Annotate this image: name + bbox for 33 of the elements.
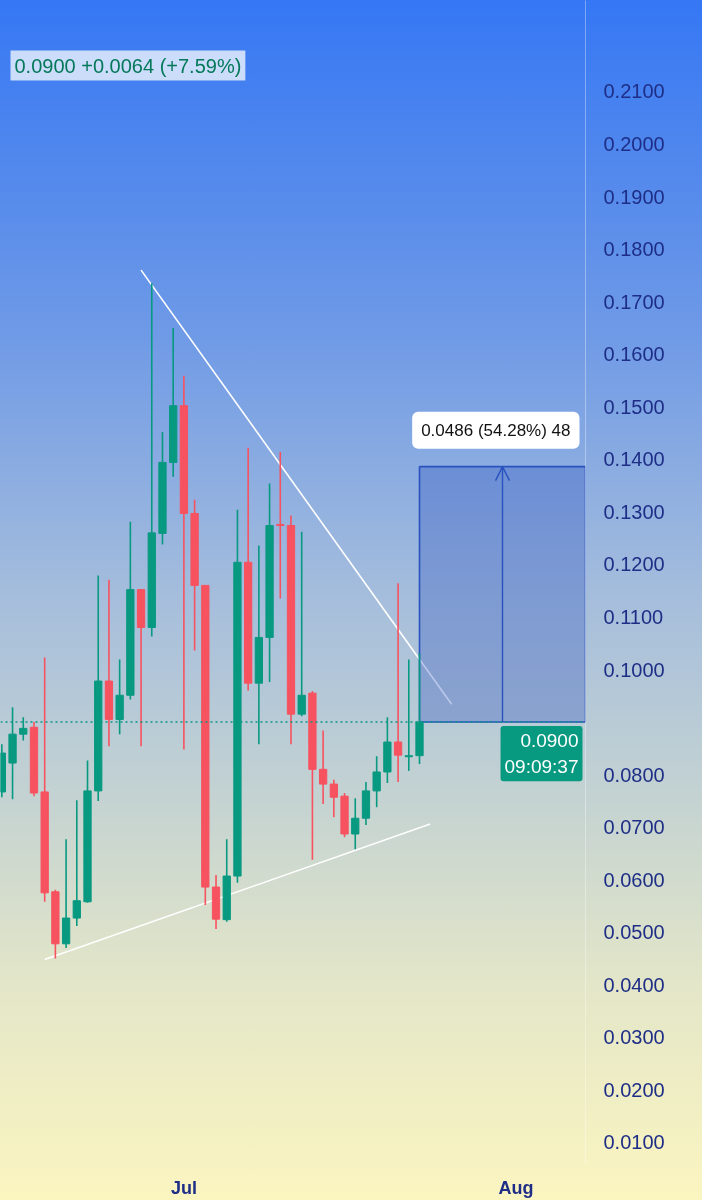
y-tick-label: 0.1800 (603, 238, 665, 261)
y-tick-label: 0.1600 (603, 343, 665, 366)
y-tick-label: 0.1000 (603, 658, 665, 681)
band-label: 0.0486 (54.28%) 48 (421, 420, 571, 440)
y-tick-label: 0.0800 (603, 763, 665, 786)
y-tick-label: 0.1500 (603, 395, 665, 418)
y-tick-label: 0.1900 (603, 185, 665, 208)
candlestick (351, 797, 360, 851)
y-tick-label: 0.2000 (603, 132, 665, 155)
x-tick-label: Jul (170, 1177, 197, 1198)
y-tick-label: 0.0500 (603, 921, 665, 944)
y-tick-label: 0.1700 (603, 290, 665, 313)
candlestick (372, 755, 381, 808)
candlestick (297, 531, 306, 718)
candlestick (393, 582, 403, 783)
y-tick-label: 0.2100 (603, 80, 665, 103)
y-tick-label: 0.1100 (603, 605, 664, 628)
y-tick-label: 0.1200 (603, 553, 665, 576)
y-tick-label: 0.0700 (603, 816, 665, 839)
candlestick (329, 779, 338, 818)
y-tick-label: 0.0300 (603, 1026, 665, 1049)
x-tick-label: Aug (498, 1177, 534, 1198)
candlestick (276, 451, 285, 600)
y-tick-label: 0.0100 (603, 1131, 665, 1154)
candlestick (318, 729, 328, 805)
y-tick-label: 0.1300 (603, 500, 665, 523)
text: 0.0900 +0.0064 (+7.59%) (14, 54, 242, 77)
ref-line-label: 0.0900 09:09:37 (504, 730, 579, 778)
candlestick (72, 799, 81, 927)
y-tick-label: 0.0200 (603, 1078, 665, 1101)
y-tick-label: 0.1400 (603, 448, 665, 471)
y-tick-label: 0.0400 (603, 973, 665, 996)
y-tick-label: 0.0600 (603, 868, 665, 891)
